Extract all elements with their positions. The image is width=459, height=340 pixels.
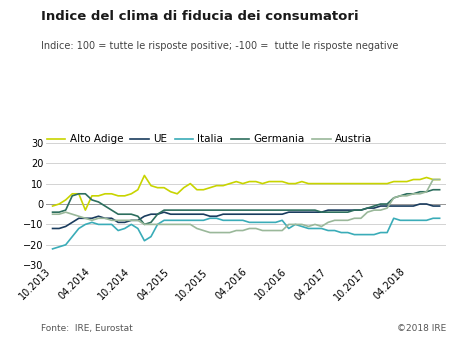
- UE: [292, 210, 297, 214]
- Alto Adige: [161, 186, 167, 190]
- Austria: [174, 222, 179, 226]
- Austria: [50, 212, 55, 216]
- Alto Adige: [305, 182, 310, 186]
- Germania: [429, 188, 435, 192]
- Line: Austria: Austria: [52, 180, 439, 233]
- Text: Indice del clima di fiducia dei consumatori: Indice del clima di fiducia dei consumat…: [41, 10, 358, 23]
- Text: Fonte:  IRE, Eurostat: Fonte: IRE, Eurostat: [41, 324, 133, 333]
- Austria: [207, 231, 213, 235]
- Austria: [148, 222, 153, 226]
- Text: Indice: 100 = tutte le risposte positive; -100 =  tutte le risposte negative: Indice: 100 = tutte le risposte positive…: [41, 41, 398, 51]
- Alto Adige: [174, 192, 179, 196]
- Austria: [181, 222, 186, 226]
- Germania: [154, 212, 160, 216]
- Italia: [50, 247, 55, 251]
- Austria: [161, 222, 167, 226]
- UE: [50, 226, 55, 231]
- UE: [436, 204, 442, 208]
- Italia: [148, 235, 153, 239]
- Alto Adige: [122, 194, 127, 198]
- Italia: [115, 228, 121, 233]
- Italia: [298, 224, 304, 228]
- Alto Adige: [83, 208, 88, 212]
- Alto Adige: [194, 188, 199, 192]
- UE: [148, 212, 153, 216]
- Alto Adige: [436, 177, 442, 182]
- Italia: [207, 216, 213, 220]
- Austria: [429, 177, 435, 182]
- Italia: [161, 218, 167, 222]
- Line: Italia: Italia: [52, 218, 439, 249]
- UE: [174, 212, 179, 216]
- Germania: [187, 208, 193, 212]
- Legend: Alto Adige, UE, Italia, Germania, Austria: Alto Adige, UE, Italia, Germania, Austri…: [46, 134, 371, 144]
- UE: [181, 212, 186, 216]
- Alto Adige: [141, 173, 147, 177]
- Alto Adige: [187, 182, 193, 186]
- Germania: [436, 188, 442, 192]
- Austria: [115, 218, 121, 222]
- Italia: [174, 218, 179, 222]
- Line: Germania: Germania: [52, 190, 439, 224]
- Line: Alto Adige: Alto Adige: [52, 175, 439, 210]
- Italia: [436, 216, 442, 220]
- UE: [416, 202, 422, 206]
- UE: [115, 220, 121, 224]
- Italia: [181, 218, 186, 222]
- Germania: [168, 208, 173, 212]
- Text: ©2018 IRE: ©2018 IRE: [396, 324, 445, 333]
- Germania: [115, 212, 121, 216]
- Line: UE: UE: [52, 204, 439, 228]
- UE: [161, 210, 167, 214]
- Germania: [298, 208, 304, 212]
- Germania: [50, 210, 55, 214]
- Austria: [298, 222, 304, 226]
- Germania: [181, 208, 186, 212]
- Austria: [436, 177, 442, 182]
- Germania: [141, 222, 147, 226]
- Alto Adige: [50, 204, 55, 208]
